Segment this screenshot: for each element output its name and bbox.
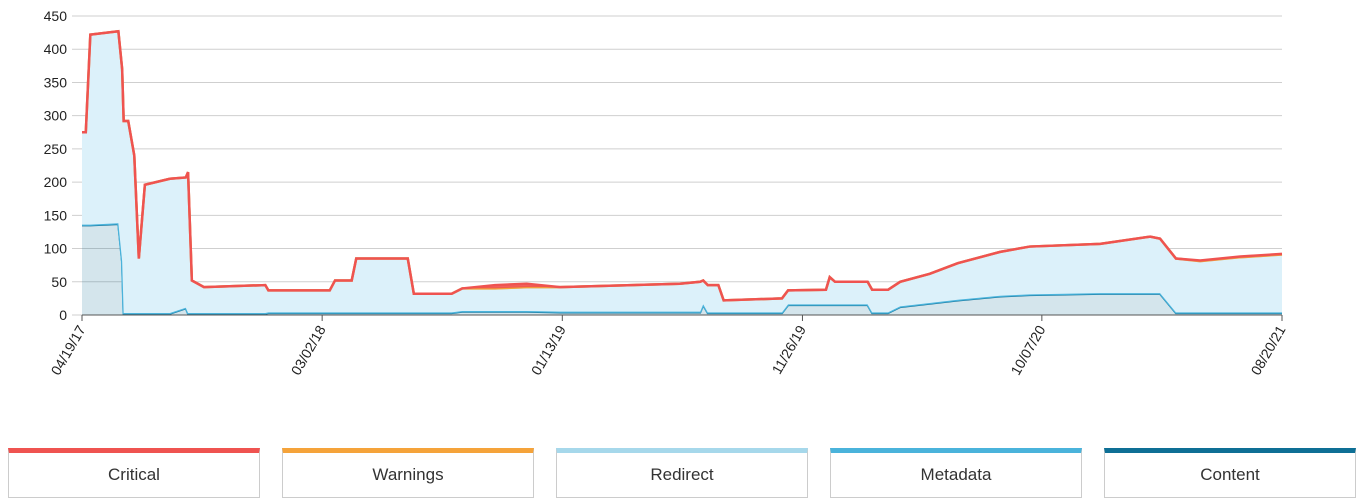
legend-item[interactable]: Redirect [556, 448, 808, 498]
legend-item[interactable]: Warnings [282, 448, 534, 498]
area [82, 223, 1282, 315]
y-tick-label: 250 [44, 141, 68, 157]
chart: 0 50 100 150 200 250 300 350 400 450 04/19/17 03/02… [44, 8, 1289, 378]
x-tick-label: 08/20/21 [1247, 322, 1288, 377]
legend-item[interactable]: Content [1104, 448, 1356, 498]
y-tick-label: 50 [51, 274, 67, 290]
y-tick-label: 0 [59, 307, 67, 323]
area [82, 31, 1282, 314]
y-tick-label: 150 [44, 207, 68, 223]
y-tick-label: 300 [44, 108, 68, 124]
y-tick-label: 400 [44, 41, 68, 57]
x-tick-label: 03/02/18 [288, 322, 329, 377]
x-tick-label: 10/07/20 [1007, 322, 1048, 377]
legend-item[interactable]: Critical [8, 448, 260, 498]
x-tick-label: 01/13/19 [528, 322, 569, 377]
x-tick-label: 04/19/17 [47, 322, 88, 377]
y-tick-label: 350 [44, 74, 68, 90]
y-tick-label: 200 [44, 174, 68, 190]
legend: Critical Warnings Redirect Metadata Content [0, 448, 1363, 498]
y-tick-label: 100 [44, 241, 68, 257]
y-tick-label: 450 [44, 8, 68, 24]
legend-item[interactable]: Metadata [830, 448, 1082, 498]
x-tick-label: 11/26/19 [768, 322, 809, 376]
area-line [82, 29, 1283, 302]
